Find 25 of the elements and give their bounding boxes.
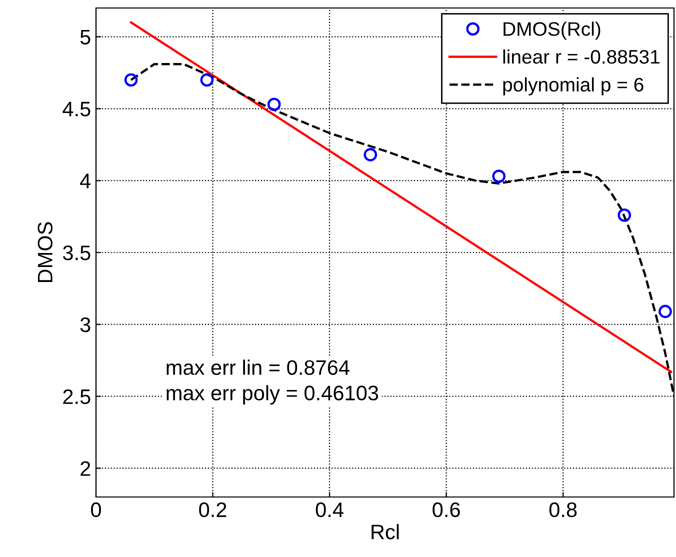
legend-label: linear r = -0.88531	[503, 49, 660, 64]
point	[618, 208, 632, 222]
x-tick-label: 0.2	[199, 502, 226, 518]
point	[200, 73, 214, 87]
y-tick-label: 3	[80, 317, 90, 332]
x-tick-label: 0.8	[549, 502, 577, 518]
legend-label: DMOS(Rcl)	[504, 22, 600, 40]
annotation: max err lin = 0.8764 max err poly = 0.46103	[166, 360, 378, 405]
y-tick-label: 3.5	[62, 246, 90, 260]
y-tick-label: 2	[80, 461, 90, 476]
x-tick-label: 0.6	[432, 502, 460, 518]
y-tick-label: 5	[80, 30, 90, 45]
legend-label: polynomial p = 6	[503, 77, 644, 96]
x-axis-title: Rcl	[372, 524, 399, 540]
point	[492, 170, 506, 183]
point	[267, 98, 281, 112]
y-tick-label: 4	[80, 174, 91, 188]
y-axis-title: DMOS	[38, 222, 53, 282]
point	[124, 73, 138, 87]
x-tick-label: 0.4	[316, 502, 344, 518]
x-tick-label: 0	[91, 502, 101, 518]
y-tick-label: 4.5	[62, 102, 90, 116]
point	[658, 304, 672, 318]
point	[364, 148, 378, 162]
y-tick-label: 2.5	[63, 389, 90, 404]
